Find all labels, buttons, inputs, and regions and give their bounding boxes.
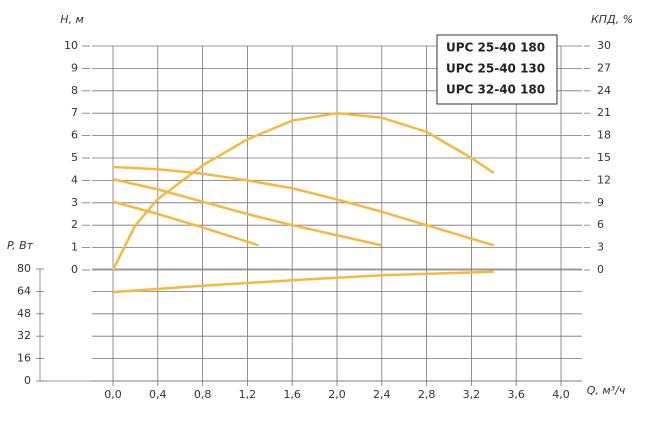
y3-tick-label: 80 [17,262,31,275]
y2-tick-label: 18 [597,129,611,142]
x-tick-label: 2,8 [418,388,436,401]
y-tick-label: 9 [71,61,78,74]
x-tick-label: 4,0 [552,388,570,401]
legend-entry: UPC 32-40 180 [446,83,545,97]
y2-axis-label: КПД, % [591,13,633,26]
y2-tick-label: 9 [597,196,604,209]
y-tick-label: 2 [71,218,78,231]
legend-entry: UPC 25-40 180 [446,41,545,55]
curve [112,270,494,294]
y-tick-label: 8 [71,84,78,97]
x-tick-label: 0,8 [194,388,212,401]
x-tick-label: 1,2 [239,388,257,401]
x-tick-label: 0,0 [104,388,122,401]
curve [112,200,259,247]
y2-tick-label: 24 [597,84,611,97]
y-tick-label: 1 [71,241,78,254]
y3-tick-label: 48 [17,307,31,320]
y2-tick-label: 21 [597,106,611,119]
y2-tick-label: 6 [597,218,604,231]
y3-tick-label: 32 [17,329,31,342]
x-axis-label: Q, м³/ч [587,384,626,397]
y3-axis-label: P, Вт [7,239,34,252]
y-tick-label: 3 [71,196,78,209]
x-tick-label: 2,0 [328,388,346,401]
y3-tick-label: 0 [24,374,31,387]
y-tick-label: 7 [71,106,78,119]
x-tick-label: 1,6 [283,388,301,401]
y2-tick-label: 12 [597,173,611,186]
y-tick-label: 0 [71,263,78,276]
y2-tick-label: 30 [597,39,611,52]
x-tick-label: 0,4 [149,388,167,401]
y3-tick-label: 64 [17,284,31,297]
y2-tick-label: 27 [597,61,611,74]
x-tick-label: 3,2 [463,388,481,401]
y2-tick-label: 0 [597,263,604,276]
y-tick-label: 5 [71,151,78,164]
y-axis-label: H, м [60,13,84,26]
y-tick-label: 6 [71,129,78,142]
curve [112,178,383,247]
y2-tick-label: 15 [597,151,611,164]
legend-box [436,34,558,105]
y-tick-label: 10 [64,39,78,52]
y3-tick-label: 16 [17,352,31,365]
curve [112,165,495,247]
legend-entry: UPC 25-40 130 [446,62,545,76]
curve [111,111,495,271]
x-tick-label: 3,6 [507,388,525,401]
y2-tick-label: 3 [597,241,604,254]
y-tick-label: 4 [71,173,78,186]
x-tick-label: 2,4 [373,388,391,401]
